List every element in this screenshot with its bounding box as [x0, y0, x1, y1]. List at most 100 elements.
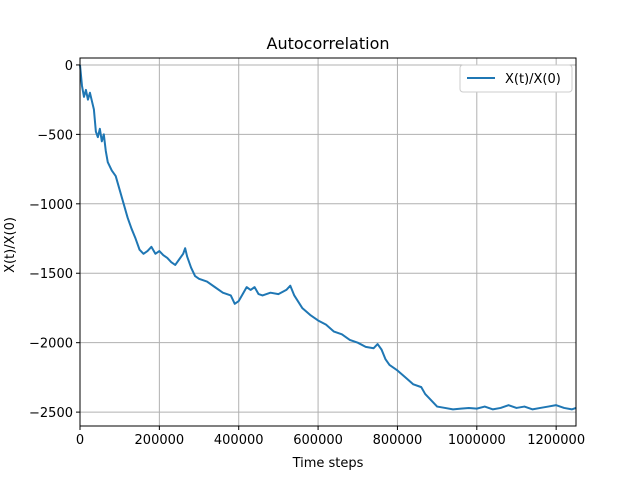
- y-tick-label: 0: [65, 59, 73, 74]
- data-point: [81, 85, 83, 87]
- ticks: 0 200000 400000 600000 800000 1000000 1200000 0…: [29, 59, 585, 448]
- x-axis-label: Time steps: [292, 456, 364, 471]
- data-point: [468, 407, 470, 409]
- data-point: [123, 203, 125, 205]
- data-point: [412, 383, 414, 385]
- data-point: [142, 253, 145, 255]
- data-point: [285, 289, 287, 291]
- grid: [79, 58, 576, 426]
- x-tick-label: 1000000: [448, 433, 506, 448]
- data-point: [234, 303, 236, 305]
- data-point: [115, 175, 117, 177]
- data-point: [198, 278, 200, 280]
- data-point: [158, 250, 160, 252]
- data-point: [380, 349, 383, 351]
- data-point: [365, 346, 367, 348]
- x-tick-label: 600000: [293, 433, 343, 448]
- data-point: [111, 169, 113, 172]
- y-tick-label: −2000: [29, 337, 73, 352]
- data-point: [301, 307, 303, 309]
- data-point: [246, 286, 248, 288]
- data-point: [325, 324, 327, 326]
- data-point: [101, 140, 103, 142]
- data-point: [289, 285, 291, 287]
- data-point: [476, 408, 478, 410]
- y-tick-label: −1000: [29, 198, 73, 213]
- data-point: [460, 408, 462, 410]
- data-point: [555, 404, 557, 406]
- data-point: [269, 292, 272, 294]
- y-axis-label: X(t)/X(0): [3, 217, 18, 273]
- data-point: [178, 258, 180, 260]
- legend-box: [459, 64, 573, 93]
- legend: X(t)/X(0): [459, 64, 573, 93]
- data-point: [377, 343, 379, 345]
- data-point: [93, 108, 95, 110]
- data-point: [436, 405, 438, 408]
- data-point: [182, 253, 184, 255]
- data-point: [95, 131, 97, 133]
- x-tick-label: 800000: [373, 433, 423, 448]
- y-tick-label: −500: [37, 128, 73, 143]
- data-point: [130, 228, 133, 230]
- data-point: [238, 300, 240, 302]
- data-point: [138, 249, 141, 251]
- data-point: [186, 255, 188, 258]
- data-point: [424, 393, 426, 395]
- x-tick-label: 200000: [135, 433, 185, 448]
- plot-frame: [79, 57, 577, 427]
- data-point: [166, 257, 168, 259]
- data-point: [253, 286, 256, 288]
- data-point: [214, 286, 216, 288]
- data-point: [571, 408, 573, 410]
- data-point: [523, 405, 526, 408]
- data-point: [349, 339, 351, 341]
- data-point: [87, 99, 89, 101]
- data-point: [539, 407, 541, 409]
- series-layer: [79, 64, 577, 411]
- data-point: [341, 333, 343, 335]
- data-point: [83, 96, 85, 98]
- chart-title: Autocorrelation: [267, 34, 390, 53]
- x-tick-label: 400000: [214, 433, 264, 448]
- data-point: [150, 246, 153, 248]
- data-point: [170, 261, 172, 263]
- data-point: [174, 264, 176, 266]
- y-tick-label: −1500: [29, 267, 73, 282]
- data-point: [507, 404, 510, 406]
- data-point: [184, 247, 186, 249]
- data-point: [373, 347, 375, 349]
- data-point: [277, 293, 279, 295]
- data-point: [257, 293, 260, 295]
- data-point: [105, 150, 107, 152]
- data-point: [250, 289, 252, 291]
- data-point: [194, 275, 196, 277]
- data-point: [357, 342, 359, 344]
- data-point: [396, 369, 399, 372]
- data-point: [515, 407, 518, 409]
- data-point: [162, 254, 164, 256]
- data-point: [103, 133, 105, 135]
- data-point: [420, 386, 422, 388]
- data-point: [333, 330, 335, 333]
- x-tick-label: 0: [76, 433, 84, 448]
- data-point: [134, 237, 137, 240]
- y-tick-label: −2500: [29, 406, 73, 421]
- data-point: [89, 92, 91, 94]
- x-tick-label: 1200000: [527, 433, 585, 448]
- data-point: [317, 319, 319, 322]
- data-point: [190, 267, 192, 269]
- legend-label: X(t)/X(0): [505, 72, 561, 87]
- data-point: [206, 280, 208, 283]
- data-point: [309, 314, 311, 316]
- data-point: [99, 128, 101, 130]
- data-point: [563, 407, 565, 409]
- data-point: [492, 408, 494, 410]
- data-point: [119, 189, 121, 191]
- data-point: [452, 408, 454, 410]
- data-point: [444, 407, 446, 409]
- data-point: [85, 89, 87, 91]
- data-point: [230, 294, 232, 297]
- data-point: [107, 161, 109, 163]
